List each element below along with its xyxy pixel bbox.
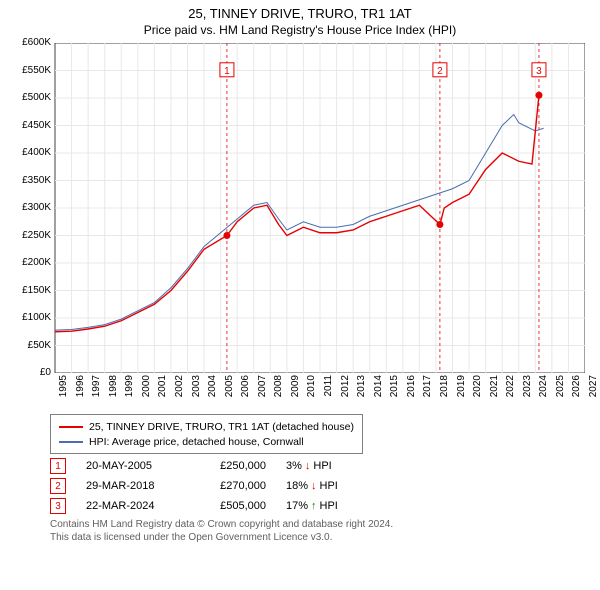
sale-events: 1 20-MAY-2005 £250,000 3% ↓ HPI 2 29-MAR… [50, 458, 590, 514]
event-date: 20-MAY-2005 [86, 460, 176, 472]
y-axis-label: £600K [10, 37, 51, 48]
x-axis-label: 2015 [389, 375, 400, 405]
x-axis-label: 2026 [571, 375, 582, 405]
page-subtitle: Price paid vs. HM Land Registry's House … [10, 23, 590, 37]
y-axis-label: £550K [10, 65, 51, 76]
event-number-box: 1 [50, 458, 66, 474]
sale-event-row: 3 22-MAR-2024 £505,000 17% ↑ HPI [50, 498, 590, 514]
legend-item: 25, TINNEY DRIVE, TRURO, TR1 1AT (detach… [59, 419, 354, 434]
event-price: £505,000 [196, 500, 266, 512]
y-axis-label: £400K [10, 147, 51, 158]
y-axis-label: £150K [10, 285, 51, 296]
y-axis-label: £100K [10, 312, 51, 323]
x-axis-label: 2021 [489, 375, 500, 405]
y-axis-label: £200K [10, 257, 51, 268]
legend-swatch [59, 441, 83, 443]
x-axis-label: 2014 [373, 375, 384, 405]
x-axis-label: 1996 [75, 375, 86, 405]
x-axis-label: 1998 [108, 375, 119, 405]
event-delta: 3% ↓ HPI [286, 460, 376, 472]
sale-event-row: 2 29-MAR-2018 £270,000 18% ↓ HPI [50, 478, 590, 494]
legend-swatch [59, 426, 83, 428]
page-title: 25, TINNEY DRIVE, TRURO, TR1 1AT [10, 6, 590, 21]
x-axis-label: 2001 [157, 375, 168, 405]
x-axis-label: 2011 [323, 375, 334, 405]
x-axis-label: 1999 [124, 375, 135, 405]
arrow-icon: ↑ [311, 500, 317, 512]
sale-event-row: 1 20-MAY-2005 £250,000 3% ↓ HPI [50, 458, 590, 474]
x-axis-label: 2018 [439, 375, 450, 405]
x-axis-label: 2017 [422, 375, 433, 405]
x-axis-label: 2019 [456, 375, 467, 405]
event-date: 22-MAR-2024 [86, 500, 176, 512]
license-line: This data is licensed under the Open Gov… [50, 531, 590, 544]
license-line: Contains HM Land Registry data © Crown c… [50, 518, 590, 531]
price-chart: 1 2 3 £0 £50K £100K £150K £200K £250K £300K £350K £… [10, 43, 585, 408]
legend: 25, TINNEY DRIVE, TRURO, TR1 1AT (detach… [50, 414, 363, 454]
x-axis-label: 2016 [406, 375, 417, 405]
event-delta: 17% ↑ HPI [286, 500, 376, 512]
event-number-box: 3 [50, 498, 66, 514]
y-axis-label: £250K [10, 230, 51, 241]
x-axis-label: 2023 [522, 375, 533, 405]
event-date: 29-MAR-2018 [86, 480, 176, 492]
x-axis-label: 2007 [257, 375, 268, 405]
y-axis-label: £500K [10, 92, 51, 103]
x-axis-label: 1997 [91, 375, 102, 405]
y-axis-label: £50K [10, 340, 51, 351]
x-axis-label: 2025 [555, 375, 566, 405]
arrow-icon: ↓ [305, 460, 311, 472]
y-axis-label: £0 [10, 367, 51, 378]
y-axis-label: £350K [10, 175, 51, 186]
event-number-box: 2 [50, 478, 66, 494]
legend-label: HPI: Average price, detached house, Corn… [89, 436, 304, 448]
svg-text:2: 2 [437, 66, 443, 77]
svg-text:3: 3 [536, 66, 542, 77]
x-axis-label: 2008 [273, 375, 284, 405]
legend-label: 25, TINNEY DRIVE, TRURO, TR1 1AT (detach… [89, 421, 354, 433]
x-axis-label: 2012 [340, 375, 351, 405]
event-price: £250,000 [196, 460, 266, 472]
svg-text:1: 1 [224, 66, 230, 77]
x-axis-label: 2006 [240, 375, 251, 405]
x-axis-label: 2004 [207, 375, 218, 405]
y-axis-label: £450K [10, 120, 51, 131]
x-axis-label: 1995 [58, 375, 69, 405]
x-axis-label: 2005 [224, 375, 235, 405]
x-axis-label: 2027 [588, 375, 599, 405]
x-axis-label: 2000 [141, 375, 152, 405]
arrow-icon: ↓ [311, 480, 317, 492]
x-axis-label: 2020 [472, 375, 483, 405]
x-axis-label: 2013 [356, 375, 367, 405]
legend-item: HPI: Average price, detached house, Corn… [59, 434, 354, 449]
x-axis-label: 2003 [191, 375, 202, 405]
event-price: £270,000 [196, 480, 266, 492]
x-axis-label: 2010 [306, 375, 317, 405]
x-axis-label: 2002 [174, 375, 185, 405]
license-text: Contains HM Land Registry data © Crown c… [50, 518, 590, 544]
event-delta: 18% ↓ HPI [286, 480, 376, 492]
x-axis-label: 2024 [538, 375, 549, 405]
x-axis-label: 2022 [505, 375, 516, 405]
y-axis-label: £300K [10, 202, 51, 213]
x-axis-label: 2009 [290, 375, 301, 405]
